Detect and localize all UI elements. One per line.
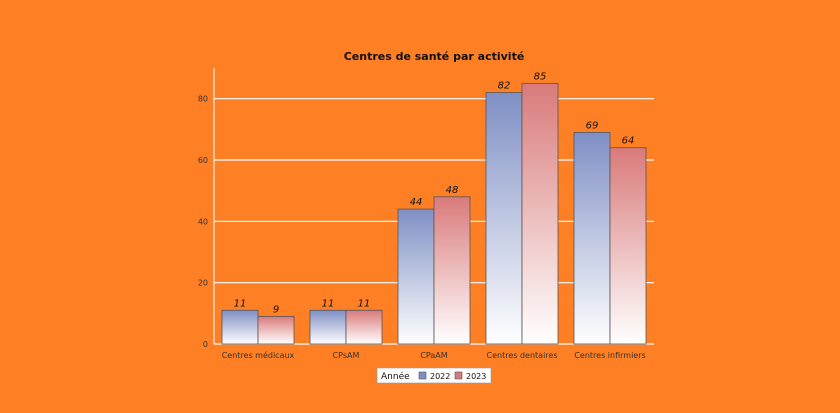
data-label: 44 <box>410 197 423 208</box>
legend: Année 2022 2023 <box>376 367 492 384</box>
data-label: 85 <box>534 71 547 82</box>
bar-2023[interactable] <box>257 315 295 345</box>
bar-2023[interactable] <box>345 309 383 345</box>
x-tick-label: Centres infirmiers <box>574 351 645 360</box>
data-label: 9 <box>273 304 279 315</box>
legend-label[interactable]: 2023 <box>466 372 486 381</box>
data-labels: 11 9 11 11 44 48 82 85 69 64 <box>234 71 635 315</box>
x-tick-label: CPaAM <box>420 351 447 360</box>
x-tick-label: Centres dentaires <box>487 351 558 360</box>
legend-title: Année <box>381 371 410 382</box>
chart-title: Centres de santé par activité <box>344 50 525 63</box>
bar-2023[interactable] <box>521 82 559 345</box>
y-tick-label: 60 <box>198 156 208 165</box>
bar-2023[interactable] <box>433 196 471 345</box>
data-label: 48 <box>446 185 459 196</box>
legend-swatch[interactable] <box>418 371 427 380</box>
y-tick-label: 80 <box>198 95 208 104</box>
legend-label[interactable]: 2022 <box>430 372 450 381</box>
bar-2022[interactable] <box>485 92 523 345</box>
bar-2023[interactable] <box>609 147 647 345</box>
bar-2022[interactable] <box>397 208 435 345</box>
x-tick-label: Centres médicaux <box>222 350 295 360</box>
data-label: 11 <box>234 298 247 309</box>
data-label: 69 <box>586 120 599 131</box>
y-tick-label: 40 <box>198 217 208 226</box>
bar-2022[interactable] <box>573 131 611 345</box>
x-tick-label: CPsAM <box>333 351 360 360</box>
data-label: 64 <box>622 136 635 147</box>
legend-swatch[interactable] <box>454 371 463 380</box>
bar-2022[interactable] <box>221 309 259 345</box>
y-tick-label: 20 <box>198 279 208 288</box>
data-label: 11 <box>358 298 371 309</box>
bar-2022[interactable] <box>309 309 347 345</box>
data-label: 11 <box>322 298 335 309</box>
axes: 0 20 40 60 80 Centres médicaux CPsAM CPaAM Centr… <box>198 68 654 360</box>
legend-box <box>376 367 492 384</box>
bars <box>221 82 647 345</box>
y-tick-label: 0 <box>203 340 208 349</box>
data-label: 82 <box>498 81 511 92</box>
